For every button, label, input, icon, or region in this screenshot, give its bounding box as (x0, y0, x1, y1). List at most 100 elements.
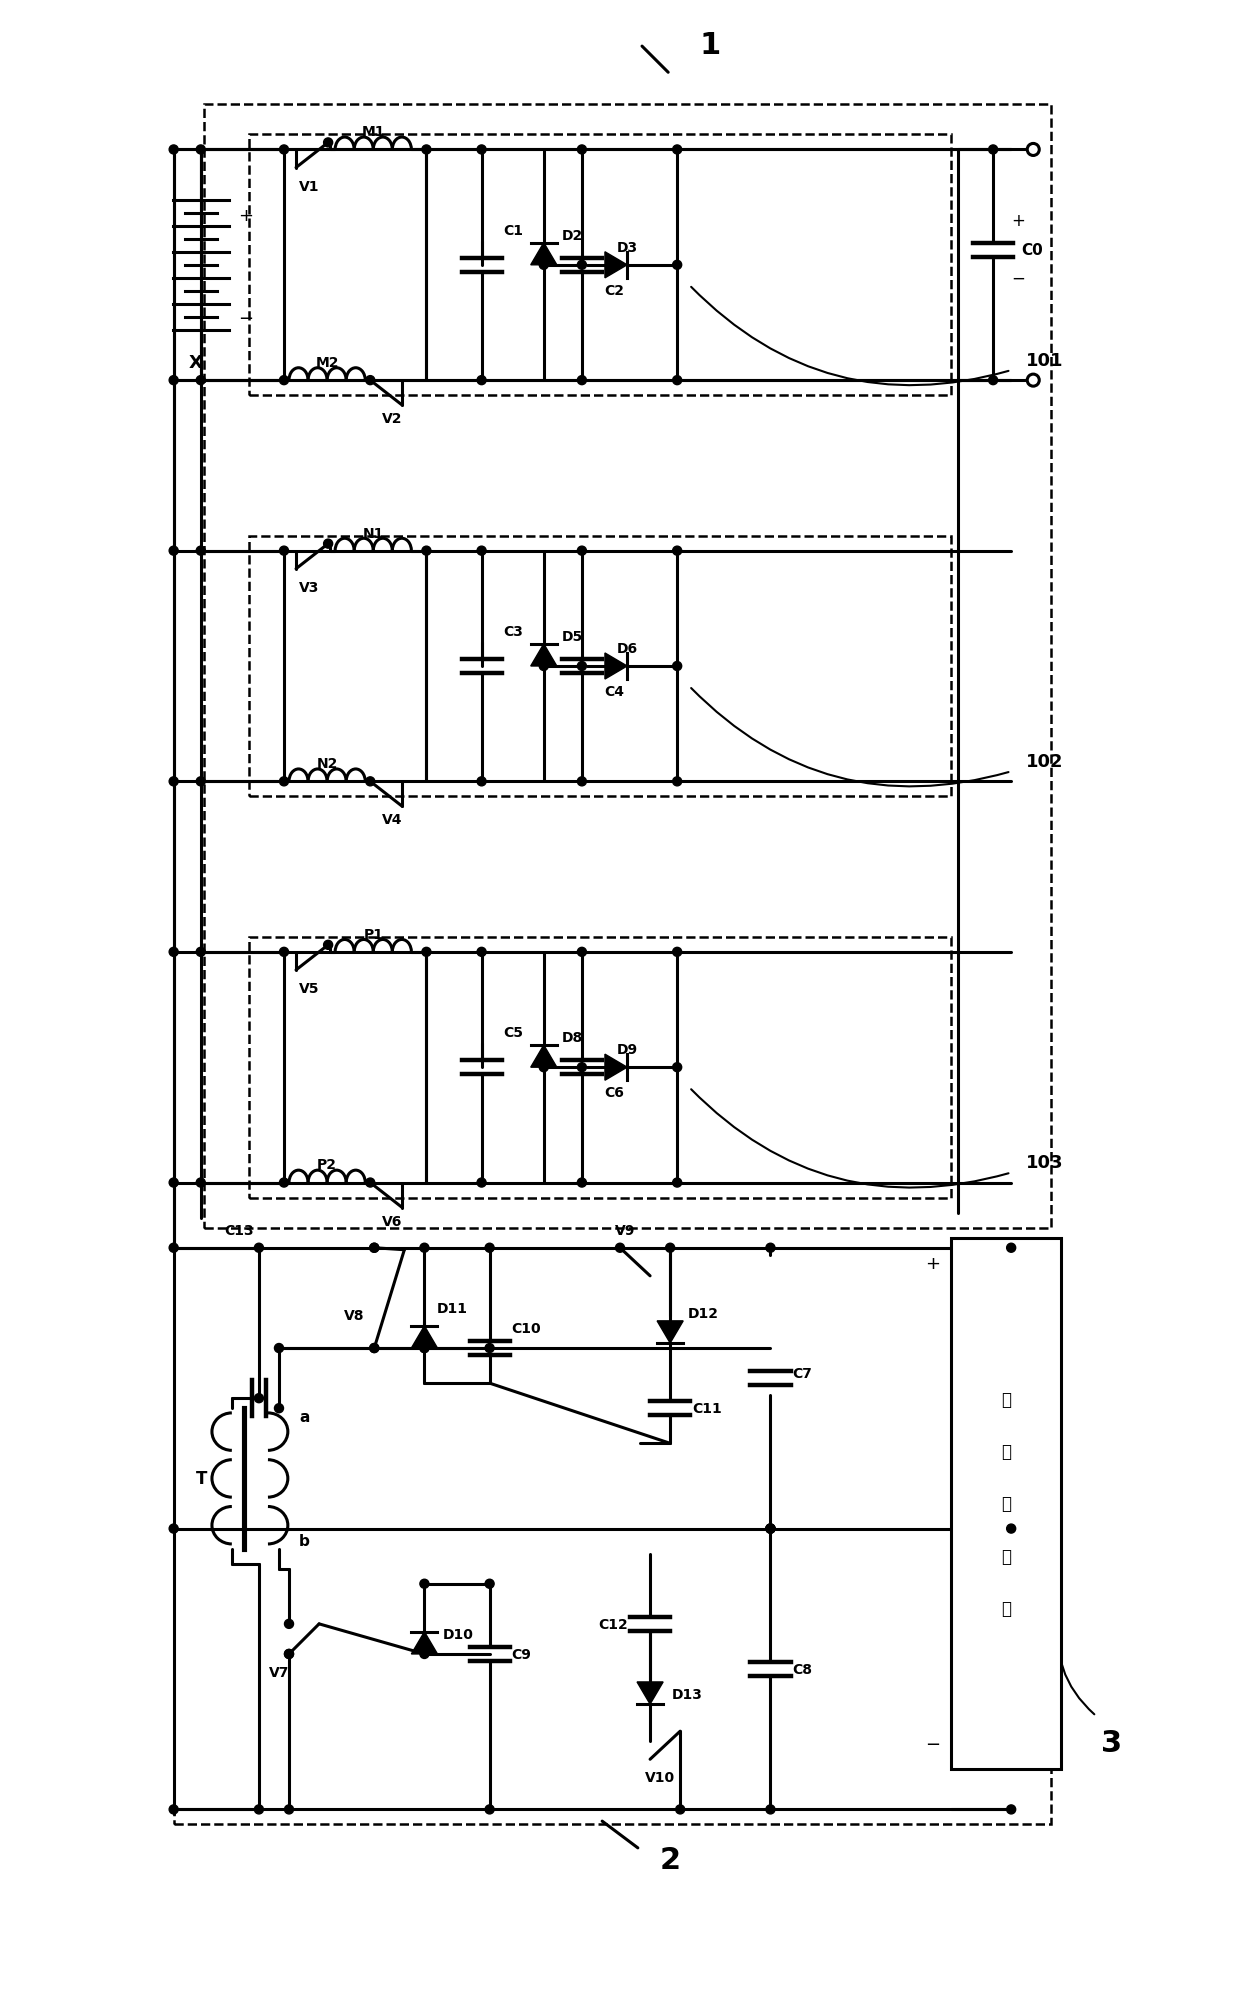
Text: −: − (925, 1736, 940, 1752)
Text: D12: D12 (688, 1307, 719, 1319)
Text: M1: M1 (362, 126, 384, 138)
Circle shape (420, 1343, 429, 1353)
Circle shape (485, 1804, 494, 1815)
Circle shape (169, 377, 179, 385)
Polygon shape (637, 1682, 663, 1704)
Text: +: + (925, 1255, 940, 1271)
Circle shape (539, 662, 548, 672)
Text: 2: 2 (660, 1845, 681, 1875)
Text: C4: C4 (604, 686, 624, 698)
Circle shape (366, 778, 374, 786)
Text: D8: D8 (562, 1031, 583, 1045)
Text: C1: C1 (503, 225, 523, 237)
Circle shape (324, 940, 332, 950)
Text: 向: 向 (1001, 1444, 1011, 1460)
Circle shape (578, 948, 587, 956)
Text: C8: C8 (792, 1662, 812, 1676)
Text: D5: D5 (562, 630, 583, 644)
Circle shape (370, 1243, 378, 1253)
Text: C9: C9 (512, 1648, 532, 1660)
Text: 隔: 隔 (1001, 1496, 1011, 1512)
Circle shape (254, 1393, 263, 1404)
Text: −: − (1012, 271, 1025, 287)
Circle shape (578, 146, 587, 154)
Circle shape (477, 547, 486, 555)
Circle shape (169, 1804, 179, 1815)
Circle shape (422, 146, 432, 154)
Text: C6: C6 (604, 1087, 624, 1099)
Text: 1: 1 (699, 30, 720, 60)
Circle shape (477, 146, 486, 154)
Circle shape (766, 1804, 775, 1815)
Polygon shape (605, 1055, 627, 1081)
Text: V2: V2 (382, 413, 403, 425)
Text: M2: M2 (315, 357, 339, 369)
Circle shape (196, 948, 206, 956)
Polygon shape (531, 1045, 557, 1067)
Circle shape (169, 547, 179, 555)
Circle shape (370, 1343, 378, 1353)
Text: C2: C2 (604, 285, 624, 297)
Circle shape (279, 146, 289, 154)
Circle shape (485, 1243, 494, 1253)
Circle shape (988, 377, 998, 385)
Polygon shape (412, 1325, 438, 1347)
Text: V3: V3 (299, 581, 320, 593)
Circle shape (766, 1524, 775, 1534)
Text: V4: V4 (382, 814, 403, 826)
Circle shape (672, 547, 682, 555)
Text: T: T (196, 1470, 207, 1488)
Circle shape (279, 547, 289, 555)
Circle shape (196, 146, 206, 154)
Circle shape (420, 1343, 429, 1353)
Circle shape (578, 1063, 587, 1073)
Circle shape (672, 662, 682, 672)
Text: V10: V10 (645, 1770, 676, 1784)
Circle shape (420, 1243, 429, 1253)
Text: D9: D9 (616, 1043, 637, 1057)
Text: 双: 双 (1001, 1391, 1011, 1408)
Circle shape (196, 377, 206, 385)
Circle shape (578, 261, 587, 271)
Text: C0: C0 (1022, 243, 1043, 259)
Text: D6: D6 (616, 642, 637, 656)
Polygon shape (605, 654, 627, 680)
Text: D3: D3 (616, 241, 637, 255)
Circle shape (422, 547, 432, 555)
Text: C5: C5 (503, 1027, 523, 1039)
Circle shape (578, 778, 587, 786)
Text: C12: C12 (598, 1618, 627, 1630)
Circle shape (254, 1804, 263, 1815)
Circle shape (578, 662, 587, 672)
Text: D10: D10 (443, 1628, 474, 1640)
FancyBboxPatch shape (951, 1237, 1061, 1768)
Circle shape (766, 1524, 775, 1534)
Circle shape (169, 948, 179, 956)
Text: −: − (238, 311, 253, 327)
Circle shape (284, 1650, 294, 1658)
Circle shape (672, 948, 682, 956)
Circle shape (672, 146, 682, 154)
Circle shape (766, 1524, 775, 1534)
Circle shape (1007, 1524, 1016, 1534)
Text: C11: C11 (692, 1401, 722, 1416)
Polygon shape (531, 243, 557, 265)
Circle shape (284, 1650, 294, 1658)
Text: X: X (188, 355, 202, 371)
Text: N2: N2 (316, 758, 337, 770)
Circle shape (672, 377, 682, 385)
Text: C10: C10 (512, 1321, 542, 1335)
Circle shape (284, 1620, 294, 1628)
Circle shape (279, 778, 289, 786)
Text: +: + (238, 207, 253, 225)
Circle shape (279, 948, 289, 956)
Text: V1: V1 (299, 180, 320, 192)
Circle shape (366, 377, 374, 385)
Circle shape (539, 1063, 548, 1073)
Circle shape (196, 778, 206, 786)
Circle shape (169, 1179, 179, 1187)
Text: 102: 102 (1027, 754, 1064, 770)
Text: D2: D2 (562, 229, 583, 243)
Circle shape (766, 1243, 775, 1253)
Text: b: b (299, 1534, 310, 1548)
